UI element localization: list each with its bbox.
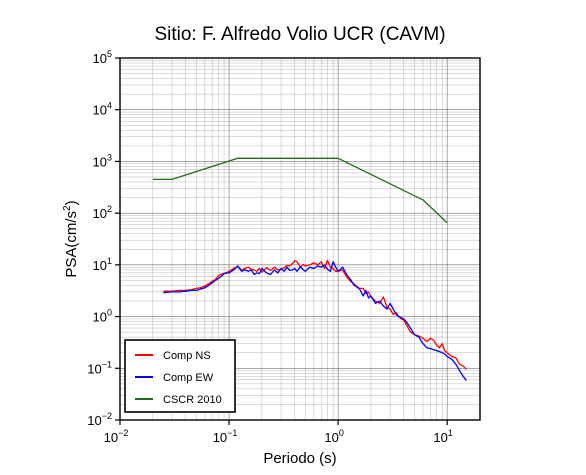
legend-label-cscr-2010: CSCR 2010 (163, 394, 222, 406)
x-tick-label: 10−1 (213, 428, 238, 445)
y-tick-label: 100 (93, 308, 112, 325)
x-tick-label: 101 (433, 428, 452, 445)
series-line-comp-ew (163, 261, 467, 381)
plot-frame (119, 57, 481, 421)
y-axis-label: PSA(cm/s2) (62, 200, 80, 277)
legend-label-comp-ew: Comp EW (163, 372, 214, 384)
y-tick-label: 105 (93, 49, 112, 66)
series-line-cscr-2010 (152, 157, 448, 224)
chart-title: Sitio: F. Alfredo Volio UCR (CAVM) (154, 24, 445, 45)
y-tick-label: 101 (93, 256, 112, 273)
y-tick-label: 102 (93, 204, 112, 221)
y-tick-label: 10−2 (87, 411, 112, 428)
y-tick-label: 104 (93, 101, 112, 118)
x-axis-label: Periodo (s) (263, 450, 336, 467)
legend: Comp NS Comp EW CSCR 2010 (124, 339, 236, 413)
tick-labels: 10−2 10−1 100 101 10−2 10−1 100 101 102 103 104 105 (87, 49, 453, 445)
y-axis-label-superscript: 2 (62, 205, 73, 211)
y-tick-label: 10−1 (87, 359, 112, 376)
y-axis-label-main: PSA(cm/s (63, 211, 80, 278)
y-tick-label: 103 (93, 152, 112, 169)
grid-lines (119, 57, 481, 421)
x-tick-label: 100 (324, 428, 343, 445)
series-lines (152, 157, 467, 381)
y-axis-label-close: ) (63, 200, 80, 205)
legend-label-comp-ns: Comp NS (163, 350, 211, 362)
x-tick-label: 10−2 (104, 428, 129, 445)
